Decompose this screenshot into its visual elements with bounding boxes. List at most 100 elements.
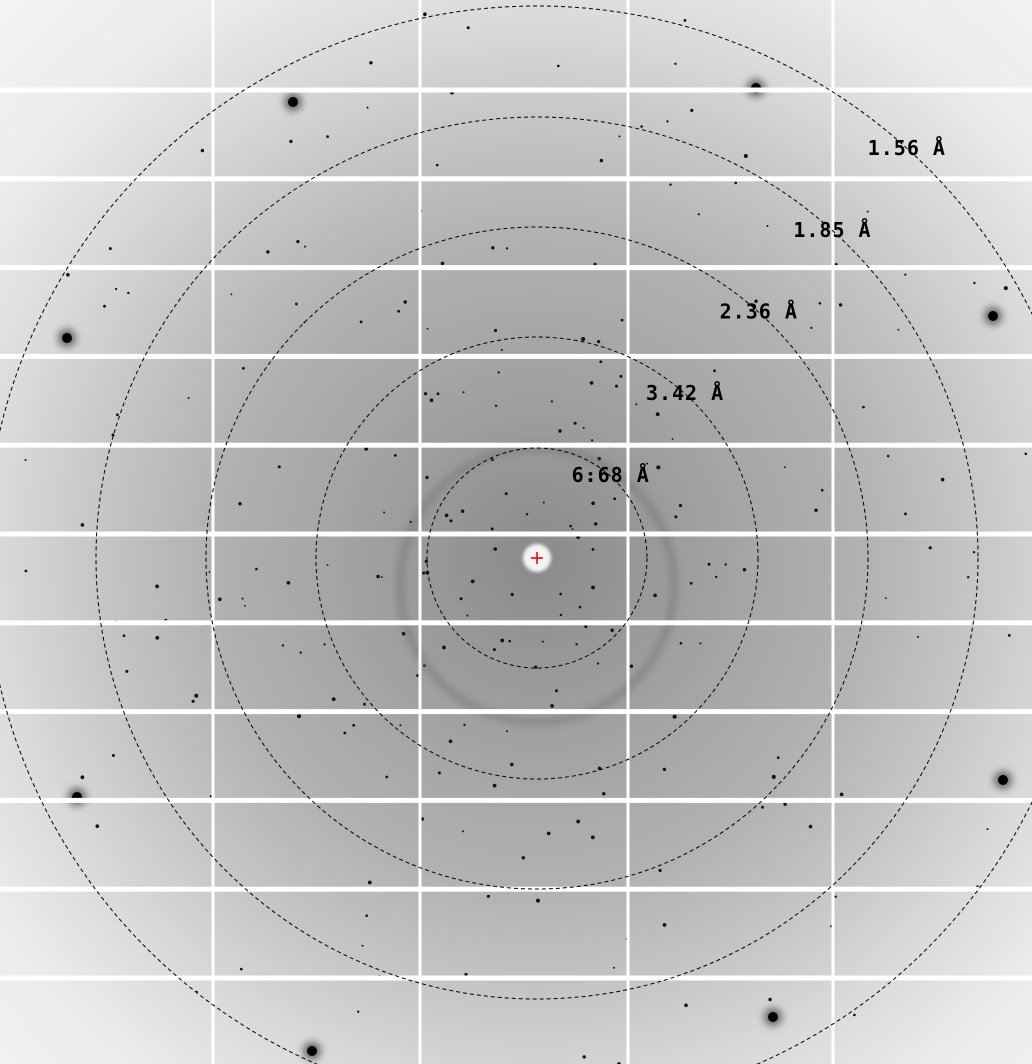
reflection (708, 563, 711, 566)
reflection (394, 454, 397, 457)
reflection (125, 670, 128, 673)
reflection (424, 392, 427, 395)
reflection (402, 632, 406, 636)
reflection (663, 923, 667, 927)
reflection (255, 568, 258, 571)
reflection (555, 689, 558, 692)
reflection (441, 262, 445, 266)
reflection (327, 564, 329, 566)
reflection (360, 321, 363, 324)
reflection (550, 704, 554, 708)
reflection (289, 140, 292, 143)
panel-gap-h (0, 709, 1032, 714)
reflection (399, 724, 401, 726)
reflection (839, 303, 842, 306)
panel-gap-h (0, 532, 1032, 537)
reflection (295, 303, 298, 306)
ring-label: 6.68 Å (572, 463, 650, 487)
reflection (917, 636, 919, 638)
reflection (404, 300, 407, 303)
reflection (929, 546, 932, 549)
reflection (1008, 634, 1011, 637)
reflection (904, 513, 907, 516)
reflection (323, 643, 325, 645)
reflection (819, 302, 822, 305)
reflection (397, 310, 400, 313)
reflection (282, 644, 284, 646)
reflection (611, 629, 614, 632)
reflection (543, 502, 545, 504)
reflection (127, 292, 129, 294)
reflection (669, 184, 671, 186)
reflection (1025, 453, 1028, 456)
reflection (369, 61, 372, 64)
strong-reflection (307, 1046, 317, 1056)
strong-reflection (288, 97, 298, 107)
reflection (506, 247, 508, 249)
reflection (201, 149, 204, 152)
reflection (383, 512, 385, 514)
reflection (887, 455, 890, 458)
reflection (656, 412, 660, 416)
reflection (619, 135, 621, 137)
reflection (904, 274, 906, 276)
reflection (357, 1011, 359, 1013)
reflection (436, 164, 439, 167)
reflection (425, 560, 428, 563)
reflection (123, 634, 126, 637)
panel-gap-h (0, 976, 1032, 981)
ring-label: 1.56 Å (868, 136, 946, 160)
reflection (326, 135, 329, 138)
reflection (385, 776, 388, 779)
reflection (684, 1004, 688, 1008)
panel-gap-h (0, 354, 1032, 359)
reflection (155, 636, 159, 640)
reflection (690, 109, 693, 112)
reflection (425, 476, 428, 479)
reflection (885, 597, 887, 599)
reflection (690, 582, 693, 585)
reflection (898, 329, 900, 331)
reflection (449, 740, 453, 744)
reflection (597, 662, 599, 664)
diffraction-pattern: 6.68 Å3.42 Å2.36 Å1.85 Å1.56 Å (0, 0, 1032, 1064)
panel-gap-h (0, 265, 1032, 270)
reflection (967, 576, 969, 578)
reflection (679, 504, 682, 507)
reflection (194, 694, 198, 698)
reflection (597, 340, 600, 343)
reflection (783, 803, 786, 806)
reflection (579, 606, 582, 609)
diffraction-image: 6.68 Å3.42 Å2.36 Å1.85 Å1.56 Å (0, 0, 1032, 1064)
reflection (109, 247, 112, 250)
reflection (581, 337, 585, 341)
reflection (445, 514, 449, 518)
reflection (744, 154, 748, 158)
reflection (620, 375, 623, 378)
reflection (656, 465, 660, 469)
reflection (613, 967, 615, 969)
reflection (505, 492, 508, 495)
reflection (332, 697, 336, 701)
reflection (96, 824, 100, 828)
reflection (501, 349, 503, 351)
reflection (115, 288, 117, 290)
reflection (493, 784, 497, 788)
reflection (821, 489, 824, 492)
reflection (244, 605, 246, 607)
reflection (25, 459, 27, 461)
reflection (526, 513, 528, 515)
reflection (663, 768, 666, 771)
reflection (495, 405, 497, 407)
reflection (542, 641, 544, 643)
reflection (463, 724, 465, 726)
strong-reflection (988, 311, 998, 321)
reflection (491, 246, 494, 249)
reflection (266, 250, 269, 253)
reflection (674, 515, 677, 518)
reflection (973, 282, 975, 284)
reflection (867, 211, 869, 213)
reflection (560, 614, 562, 616)
reflection (862, 406, 865, 409)
reflection (218, 598, 222, 602)
